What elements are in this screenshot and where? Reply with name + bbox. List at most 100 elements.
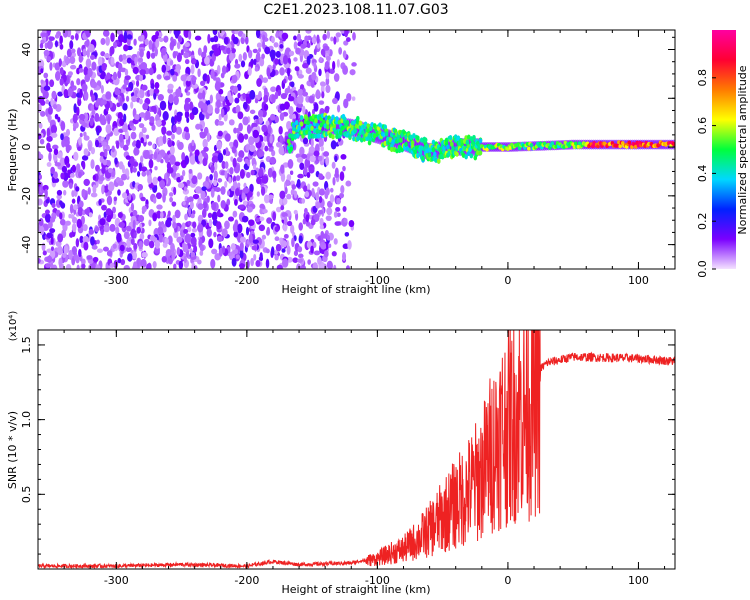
spectrogram-cell xyxy=(315,89,321,99)
spectrogram-cell xyxy=(57,151,63,159)
spectrogram-cell xyxy=(280,172,286,182)
spectrogram-cell xyxy=(120,258,126,266)
spectrogram-cell xyxy=(326,30,331,39)
spectrogram-cell xyxy=(295,47,301,55)
spectrogram-cell xyxy=(81,83,88,92)
spectrogram-cell xyxy=(290,81,295,88)
spectrogram-cell xyxy=(339,171,345,182)
spectrogram-cell xyxy=(161,126,167,135)
spectrogram-cell xyxy=(286,220,293,227)
spectrogram-cell xyxy=(318,138,324,148)
spectrogram-cell xyxy=(172,221,177,229)
spectrogram-cell xyxy=(170,116,175,125)
spectrogram-cell xyxy=(319,81,326,87)
spectrogram-cell xyxy=(286,174,292,182)
spectrogram-cell xyxy=(99,151,105,157)
spectrogram-cell xyxy=(155,120,162,127)
spectrogram-y-axis: -40 -20 0 20 40 xyxy=(20,36,675,270)
spectrogram-cell xyxy=(101,64,107,72)
spectrogram-cell xyxy=(334,155,338,163)
spectrogram-cell xyxy=(325,124,330,130)
spectrogram-cell xyxy=(287,159,294,169)
spectrogram-cell xyxy=(274,249,278,255)
spectrogram-cell xyxy=(431,147,436,153)
colorbar-tick-label: 0.8 xyxy=(696,69,709,87)
spectrogram-cell xyxy=(345,180,352,187)
spectrogram-cell xyxy=(472,134,476,141)
spectrogram-cell xyxy=(237,92,241,99)
spectrogram-cell xyxy=(73,204,78,211)
spectrogram-cell xyxy=(235,187,240,197)
spectrogram-cell xyxy=(130,131,137,140)
spectrogram-cell xyxy=(213,161,218,171)
spectrogram-cell xyxy=(108,181,115,192)
spectrogram-cell xyxy=(296,182,300,188)
spectrogram-cell xyxy=(320,244,327,250)
spectrogram-cell xyxy=(325,156,330,166)
spectrogram-cell xyxy=(71,52,76,58)
spectrogram-cell xyxy=(248,136,255,146)
spectrogram-cell xyxy=(134,56,138,66)
spectrogram-cell xyxy=(224,180,228,188)
spectrogram-cell xyxy=(50,166,56,175)
spectrogram-cell xyxy=(249,144,256,152)
spectrogram-x-axis: -300 -200 -100 0 100 xyxy=(37,30,666,287)
spectrogram-cell xyxy=(274,226,280,233)
spectrogram-cell xyxy=(252,163,257,171)
spectrogram-cell xyxy=(325,187,330,196)
spectrogram-cell xyxy=(298,235,303,244)
spectrogram-cell xyxy=(271,94,276,104)
spectrogram-cell xyxy=(279,44,284,49)
spectrogram-cell xyxy=(311,133,316,139)
spectrogram-cell xyxy=(343,40,349,46)
spectrogram-cell xyxy=(282,258,289,268)
spectrogram-cell xyxy=(137,183,143,191)
spectrogram-cell xyxy=(184,132,191,141)
spectrogram-cell xyxy=(215,187,221,193)
spectrogram-cell xyxy=(234,97,240,104)
spectrogram-cell xyxy=(53,171,58,180)
spectrogram-cell xyxy=(235,127,240,134)
spectrogram-cell xyxy=(296,102,304,109)
spectrogram-cell xyxy=(252,48,258,54)
spectrogram-cell xyxy=(340,185,345,194)
spectrogram-cell xyxy=(75,186,80,192)
spectrogram-cell xyxy=(310,125,314,131)
spectrogram-cell xyxy=(299,146,305,156)
spectrogram-cell xyxy=(82,224,88,232)
spectrogram-cell xyxy=(103,185,109,193)
spectrogram-cell xyxy=(315,122,320,128)
spectrogram-cell xyxy=(275,32,280,38)
spectrogram-cell xyxy=(246,259,250,269)
spectrogram-cell xyxy=(83,135,90,141)
spectrogram-cell xyxy=(239,250,244,259)
spectrogram-cell xyxy=(199,244,205,252)
spectrogram-cell xyxy=(286,245,291,255)
spectrogram-cell xyxy=(251,245,258,251)
spectrogram-cell xyxy=(153,88,160,94)
spectrogram-cell xyxy=(258,90,262,99)
spectrogram-cell xyxy=(217,152,224,163)
spectrogram-cell xyxy=(252,129,260,139)
spectrogram-cell xyxy=(344,30,349,38)
spectrogram-cell xyxy=(345,37,351,43)
spectrogram-cell xyxy=(173,186,177,196)
spectrogram-cell xyxy=(308,166,315,174)
spectrogram-cell xyxy=(59,78,64,86)
spectrogram-cell xyxy=(396,138,401,144)
spectrogram-cell xyxy=(527,146,531,151)
spectrogram-cell xyxy=(130,202,135,212)
spectrogram-cell xyxy=(162,192,166,203)
spectrogram-cell xyxy=(231,257,237,267)
spectrogram-cell xyxy=(246,206,253,213)
spectrogram-cell xyxy=(446,144,450,150)
spectrogram-cell xyxy=(100,228,104,236)
spectrogram-cell xyxy=(318,128,322,134)
spectrogram-cell xyxy=(123,113,127,123)
snr-x-tick-label: -200 xyxy=(234,574,259,587)
spectrogram-cell xyxy=(300,43,307,49)
spectrogram-cell xyxy=(55,71,61,81)
spectrogram-cell xyxy=(191,139,195,147)
spectrogram-cell xyxy=(224,161,229,169)
spectrogram-cell xyxy=(139,73,143,82)
